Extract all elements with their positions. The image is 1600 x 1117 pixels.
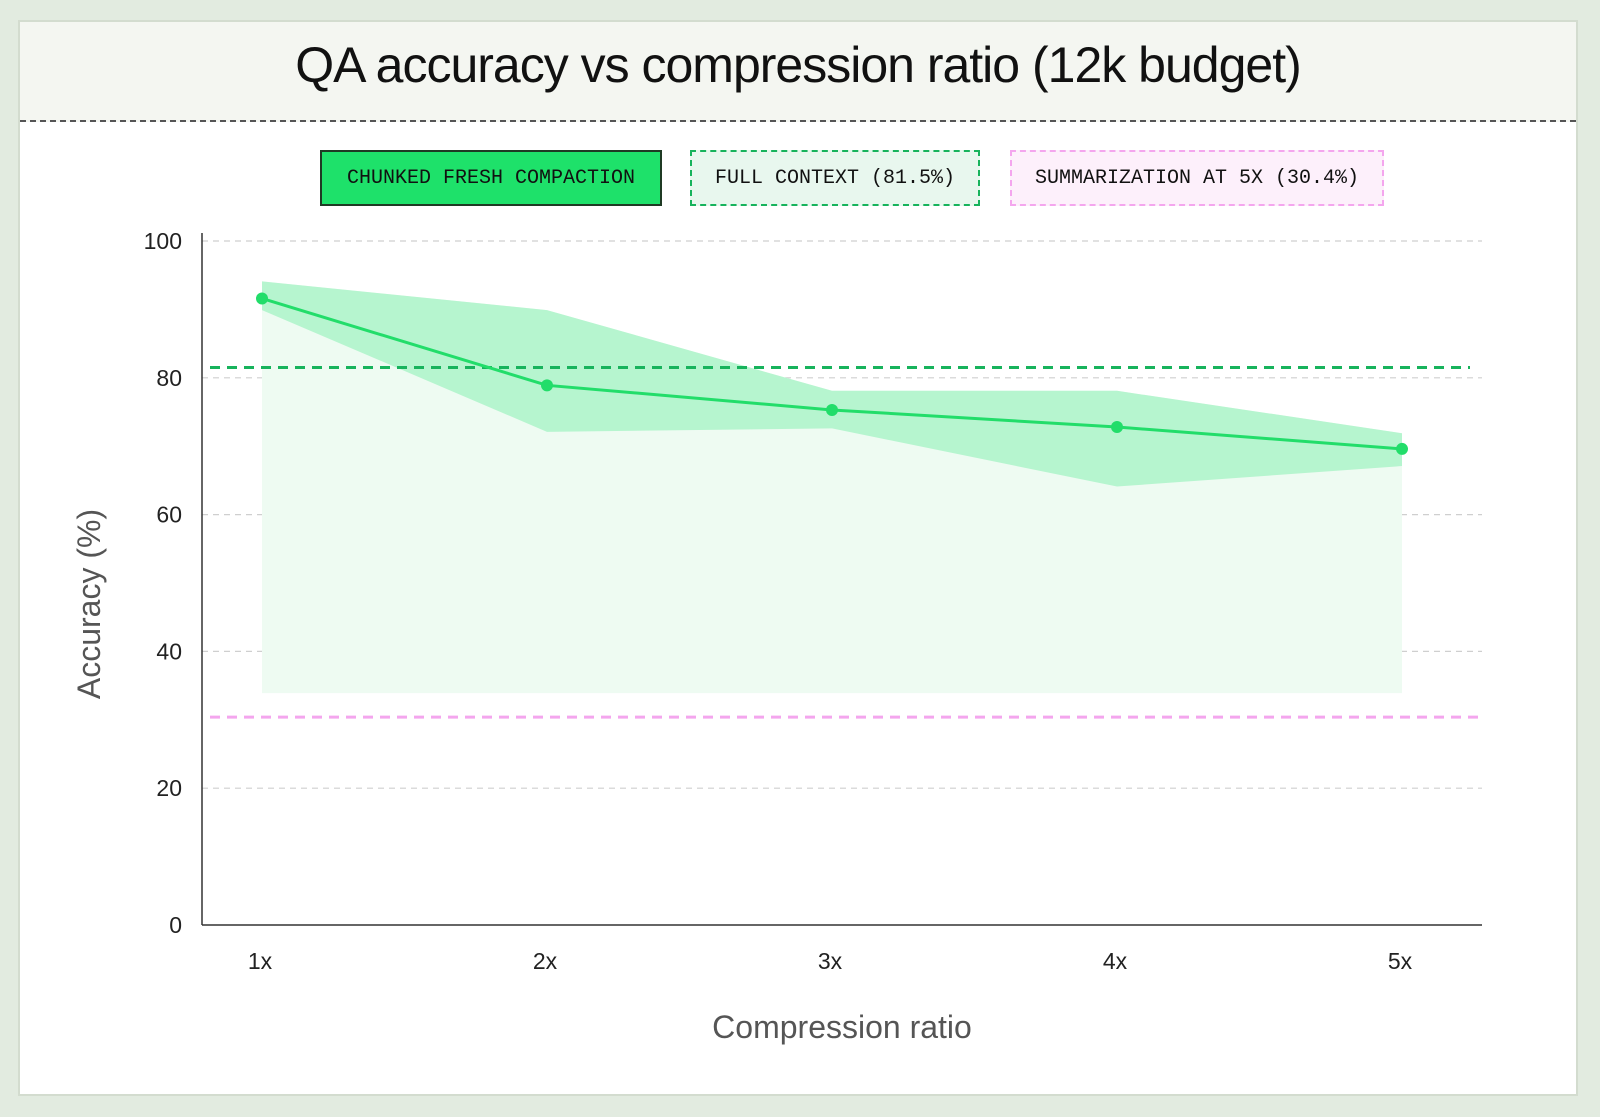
legend-full-context: FULL CONTEXT (81.5%): [690, 150, 980, 206]
y-tick-label: 60: [156, 502, 182, 528]
data-point: [256, 292, 268, 305]
data-point: [541, 379, 553, 392]
y-tick-label: 0: [169, 912, 182, 938]
y-tick-label: 80: [156, 365, 182, 391]
x-tick-label: 4x: [1103, 948, 1128, 974]
chart-title: QA accuracy vs compression ratio (12k bu…: [295, 37, 1301, 93]
y-tick-label: 40: [156, 638, 182, 664]
x-axis-label: Compression ratio: [712, 1009, 972, 1045]
data-point: [826, 403, 838, 416]
confidence-band: [262, 281, 1402, 487]
x-tick-label: 2x: [533, 948, 558, 974]
y-axis-label: Accuracy (%): [71, 509, 107, 699]
data-point: [1111, 421, 1123, 434]
data-point: [1396, 442, 1408, 455]
x-tick-label: 3x: [818, 948, 843, 974]
legend-chunked-fresh-compaction: CHUNKED FRESH COMPACTION: [320, 150, 662, 206]
y-tick-label: 100: [144, 228, 182, 254]
title-bar: QA accuracy vs compression ratio (12k bu…: [20, 22, 1576, 122]
x-tick-label: 5x: [1388, 948, 1413, 974]
x-tick-label: 1x: [248, 948, 273, 974]
y-tick-label: 20: [156, 775, 182, 801]
legend-summarization: SUMMARIZATION AT 5X (30.4%): [1010, 150, 1384, 206]
